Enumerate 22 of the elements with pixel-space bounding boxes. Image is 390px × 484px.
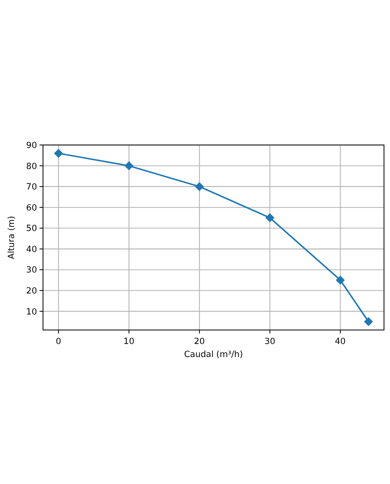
y-tick-label: 30	[26, 266, 37, 276]
y-tick-label: 60	[26, 203, 37, 214]
y-tick-label: 70	[26, 182, 37, 193]
y-axis-title: Altura (m)	[7, 216, 17, 260]
point	[364, 317, 373, 326]
point	[194, 182, 204, 192]
x-tick-label: 30	[264, 337, 276, 347]
x-tick-label: 20	[194, 337, 205, 347]
y-tick-label: 20	[26, 286, 37, 297]
y-tick-label: 50	[26, 224, 37, 234]
x-tick-label: 40	[334, 337, 346, 347]
point	[265, 213, 274, 222]
point	[336, 276, 345, 285]
y-tick-label: 40	[26, 244, 37, 255]
x-tick-label: 0	[56, 337, 62, 347]
x-tick-label: 10	[124, 337, 134, 347]
point	[124, 161, 134, 170]
y-tick-label: 90	[26, 141, 37, 151]
y-tick-label: 10	[26, 307, 37, 318]
x-axis-title: Caudal (m³/h)	[184, 350, 243, 360]
point	[54, 148, 63, 158]
y-tick-label: 80	[26, 162, 37, 172]
